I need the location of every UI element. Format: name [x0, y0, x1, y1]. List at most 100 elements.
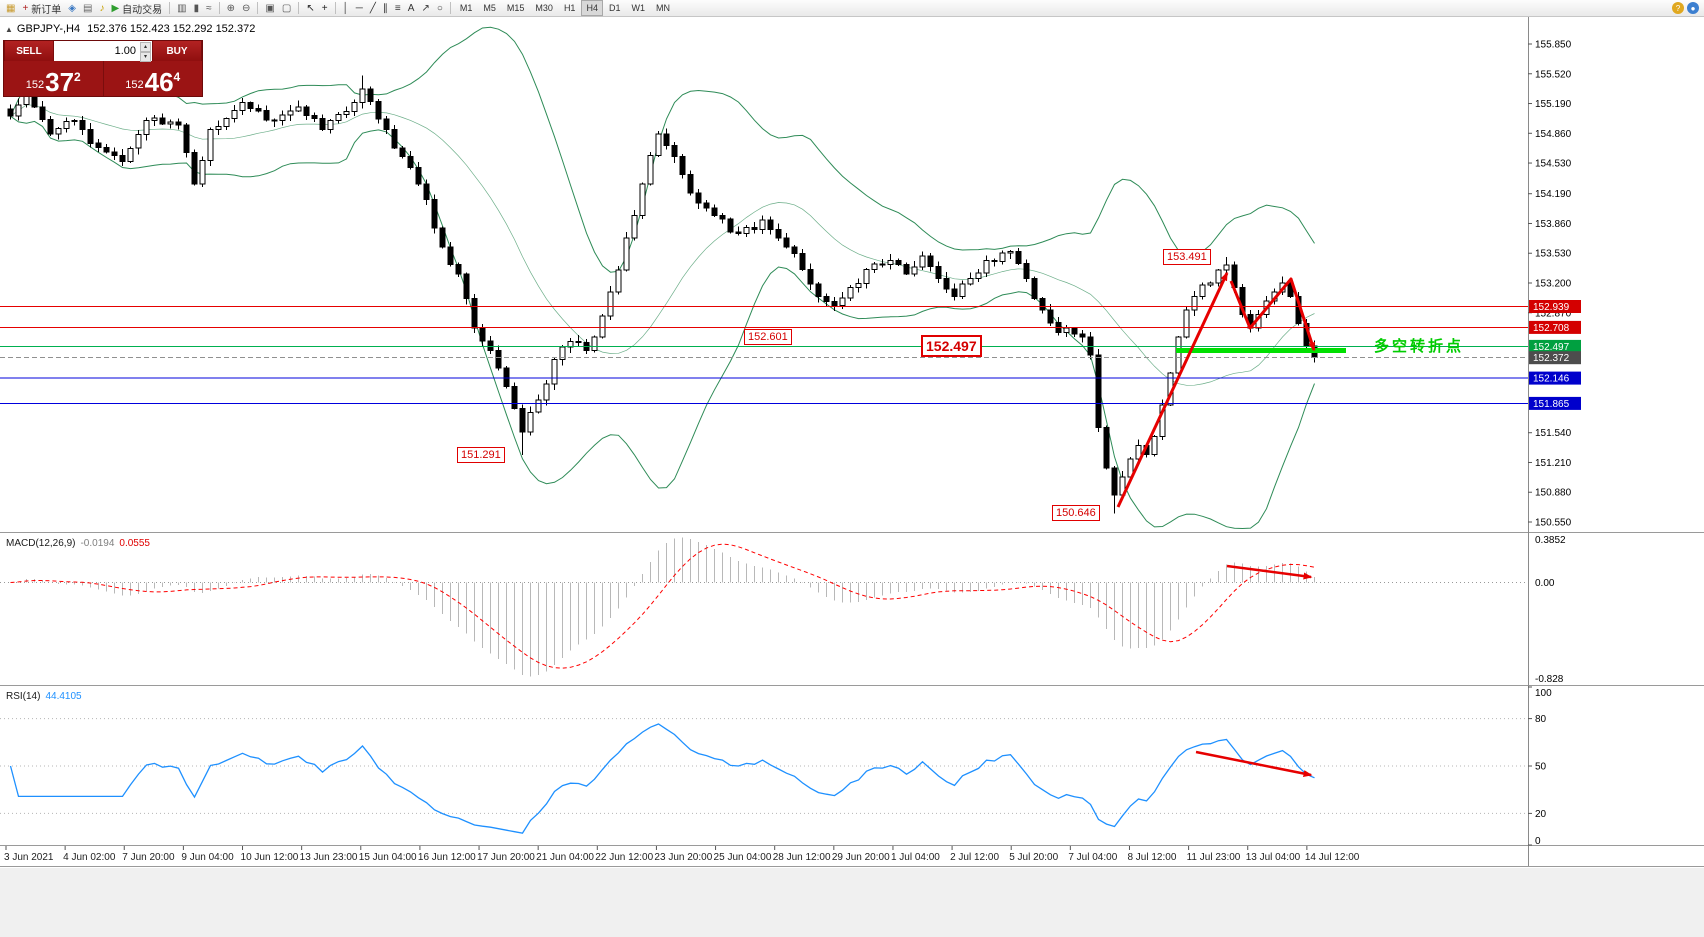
svg-text:28 Jun 12:00: 28 Jun 12:00 — [773, 852, 831, 863]
svg-text:23 Jun 20:00: 23 Jun 20:00 — [654, 852, 712, 863]
toolbar-separator — [169, 2, 171, 14]
timeframe-m30-button[interactable]: M30 — [535, 3, 553, 13]
new-order-button-icon: + — [22, 2, 29, 14]
svg-text:151.540: 151.540 — [1535, 428, 1572, 439]
compass-button[interactable]: ◈ — [65, 1, 79, 16]
timeframe-m15-button[interactable]: M15 — [506, 3, 525, 13]
svg-text:152.939: 152.939 — [1533, 302, 1570, 313]
timeframe-w1-button[interactable]: W1 — [631, 3, 645, 13]
market-watch-button[interactable]: ▤ — [80, 1, 95, 16]
svg-text:151.865: 151.865 — [1533, 399, 1570, 410]
shapes-tool-button[interactable]: ○ — [434, 1, 446, 16]
arrows-tool-button[interactable]: ↗ — [418, 1, 432, 16]
svg-text:154.860: 154.860 — [1535, 129, 1572, 140]
fibonacci-tool-button[interactable]: ≡ — [392, 1, 404, 16]
arrange-windows-icon: ▢ — [281, 2, 292, 14]
rsi-trend-arrow[interactable] — [1195, 750, 1313, 777]
svg-text:4 Jun 02:00: 4 Jun 02:00 — [63, 852, 116, 863]
zoom-in-button[interactable]: ⊕ — [224, 1, 238, 16]
cursor-tool-button[interactable]: ↖ — [303, 1, 317, 16]
svg-text:7 Jul 04:00: 7 Jul 04:00 — [1068, 852, 1117, 863]
price-badge-152.372 — [1529, 351, 1581, 365]
shapes-tool-icon: ○ — [436, 2, 443, 14]
price-axis[interactable]: 155.850 155.520 155.190 154.860 154.530 154.1… — [1528, 40, 1581, 529]
timeframe-m1-button[interactable]: M1 — [459, 3, 473, 13]
price-trend-arrow-1[interactable] — [1116, 271, 1229, 508]
line-chart-mode-button[interactable]: ≈ — [203, 1, 215, 16]
time-axis[interactable]: 3 Jun 2021 4 Jun 02:00 7 Jun 20:00 9 Jun 04… — [4, 846, 1360, 863]
svg-text:2 Jul 12:00: 2 Jul 12:00 — [950, 852, 999, 863]
bottom-strip — [0, 868, 1704, 937]
timeframe-h1-button[interactable]: H1 — [563, 3, 576, 13]
text-tool-icon: A — [407, 2, 415, 14]
price-badge-152.939 — [1529, 300, 1581, 313]
macd-signal-line — [10, 543, 1315, 669]
svg-text:152.708: 152.708 — [1533, 323, 1570, 334]
timeframe-d1-button[interactable]: D1 — [608, 3, 621, 13]
svg-text:155.190: 155.190 — [1535, 99, 1572, 110]
svg-text:153.860: 153.860 — [1535, 219, 1572, 230]
bar-chart-mode-icon: ▥ — [177, 2, 187, 14]
annotation-arrows[interactable] — [1116, 271, 1316, 777]
new-order-button-button[interactable]: + 新订单 — [19, 1, 64, 16]
crosshair-tool-button[interactable]: + — [319, 1, 331, 16]
candle-chart-mode-button[interactable]: ▮ — [191, 1, 203, 16]
tile-windows-icon: ▣ — [265, 2, 275, 14]
tile-windows-button[interactable]: ▣ — [262, 1, 277, 16]
svg-text:1 Jul 04:00: 1 Jul 04:00 — [891, 852, 940, 863]
svg-text:152.372: 152.372 — [1533, 353, 1570, 364]
svg-text:152.870: 152.870 — [1535, 308, 1572, 319]
zoom-in-icon: ⊕ — [226, 2, 236, 14]
svg-text:21 Jun 04:00: 21 Jun 04:00 — [536, 852, 594, 863]
market-watch-icon: ▤ — [83, 2, 93, 14]
timeframe-m5-button[interactable]: M5 — [483, 3, 496, 13]
zoom-out-button[interactable]: ⊖ — [239, 1, 253, 16]
alerts-icon: ♪ — [99, 2, 105, 14]
horizontal-level-lines[interactable] — [0, 306, 1528, 404]
thick-green-level-segment[interactable] — [1176, 348, 1346, 354]
macd-trend-arrow[interactable] — [1226, 564, 1313, 580]
svg-text:-0.828: -0.828 — [1535, 674, 1564, 685]
alerts-button[interactable]: ♪ — [96, 1, 107, 16]
svg-text:100: 100 — [1535, 688, 1552, 699]
svg-text:0.00: 0.00 — [1535, 578, 1555, 589]
trendline-tool-button[interactable]: ╱ — [367, 1, 379, 16]
vertical-line-tool-button[interactable]: │ — [340, 1, 352, 16]
help-icon[interactable]: ? — [1672, 2, 1684, 14]
crosshair-tool-icon: + — [321, 2, 328, 14]
channel-tool-button[interactable]: ∥ — [380, 1, 391, 16]
timeframe-h4-button[interactable]: H4 — [581, 0, 603, 16]
text-tool-button[interactable]: A — [405, 1, 418, 16]
svg-text:151.210: 151.210 — [1535, 458, 1572, 469]
price-trend-arrow-2[interactable] — [1229, 277, 1316, 352]
svg-text:10 Jun 12:00: 10 Jun 12:00 — [241, 852, 299, 863]
svg-text:0.3852: 0.3852 — [1535, 535, 1566, 546]
chart-window-button[interactable]: ▦ — [3, 1, 18, 16]
svg-text:16 Jun 12:00: 16 Jun 12:00 — [418, 852, 476, 863]
horizontal-line-tool-button[interactable]: ─ — [353, 1, 366, 16]
autotrading-button-button[interactable]: ▶ 自动交易 — [108, 1, 165, 16]
price-badge-152.146 — [1529, 371, 1581, 385]
svg-text:155.850: 155.850 — [1535, 40, 1572, 51]
compass-icon: ◈ — [68, 2, 76, 14]
svg-text:8 Jul 12:00: 8 Jul 12:00 — [1127, 852, 1176, 863]
price-badge-152.708 — [1529, 320, 1581, 334]
svg-text:155.520: 155.520 — [1535, 69, 1572, 80]
line-chart-mode-icon: ≈ — [206, 2, 212, 14]
svg-text:150.880: 150.880 — [1535, 488, 1572, 499]
svg-text:154.530: 154.530 — [1535, 159, 1572, 170]
macd-panel: 0.3852 0.00 -0.828 — [0, 535, 1566, 685]
chart-background — [0, 17, 1704, 867]
vertical-line-tool-icon: │ — [342, 2, 349, 14]
rsi-panel: 100 80 50 20 0 — [0, 686, 1552, 847]
bar-chart-mode-button[interactable]: ▥ — [174, 1, 189, 16]
arrows-tool-icon: ↗ — [421, 2, 430, 14]
timeframe-mn-button[interactable]: MN — [655, 3, 670, 13]
community-icon[interactable]: ● — [1687, 2, 1699, 14]
arrange-windows-button[interactable]: ▢ — [279, 1, 294, 16]
cursor-tool-icon: ↖ — [306, 2, 315, 14]
toolbar-right-icons: ? ● — [1672, 2, 1701, 14]
candle-chart-mode-icon: ▮ — [193, 2, 200, 14]
channel-tool-icon: ∥ — [382, 2, 388, 14]
